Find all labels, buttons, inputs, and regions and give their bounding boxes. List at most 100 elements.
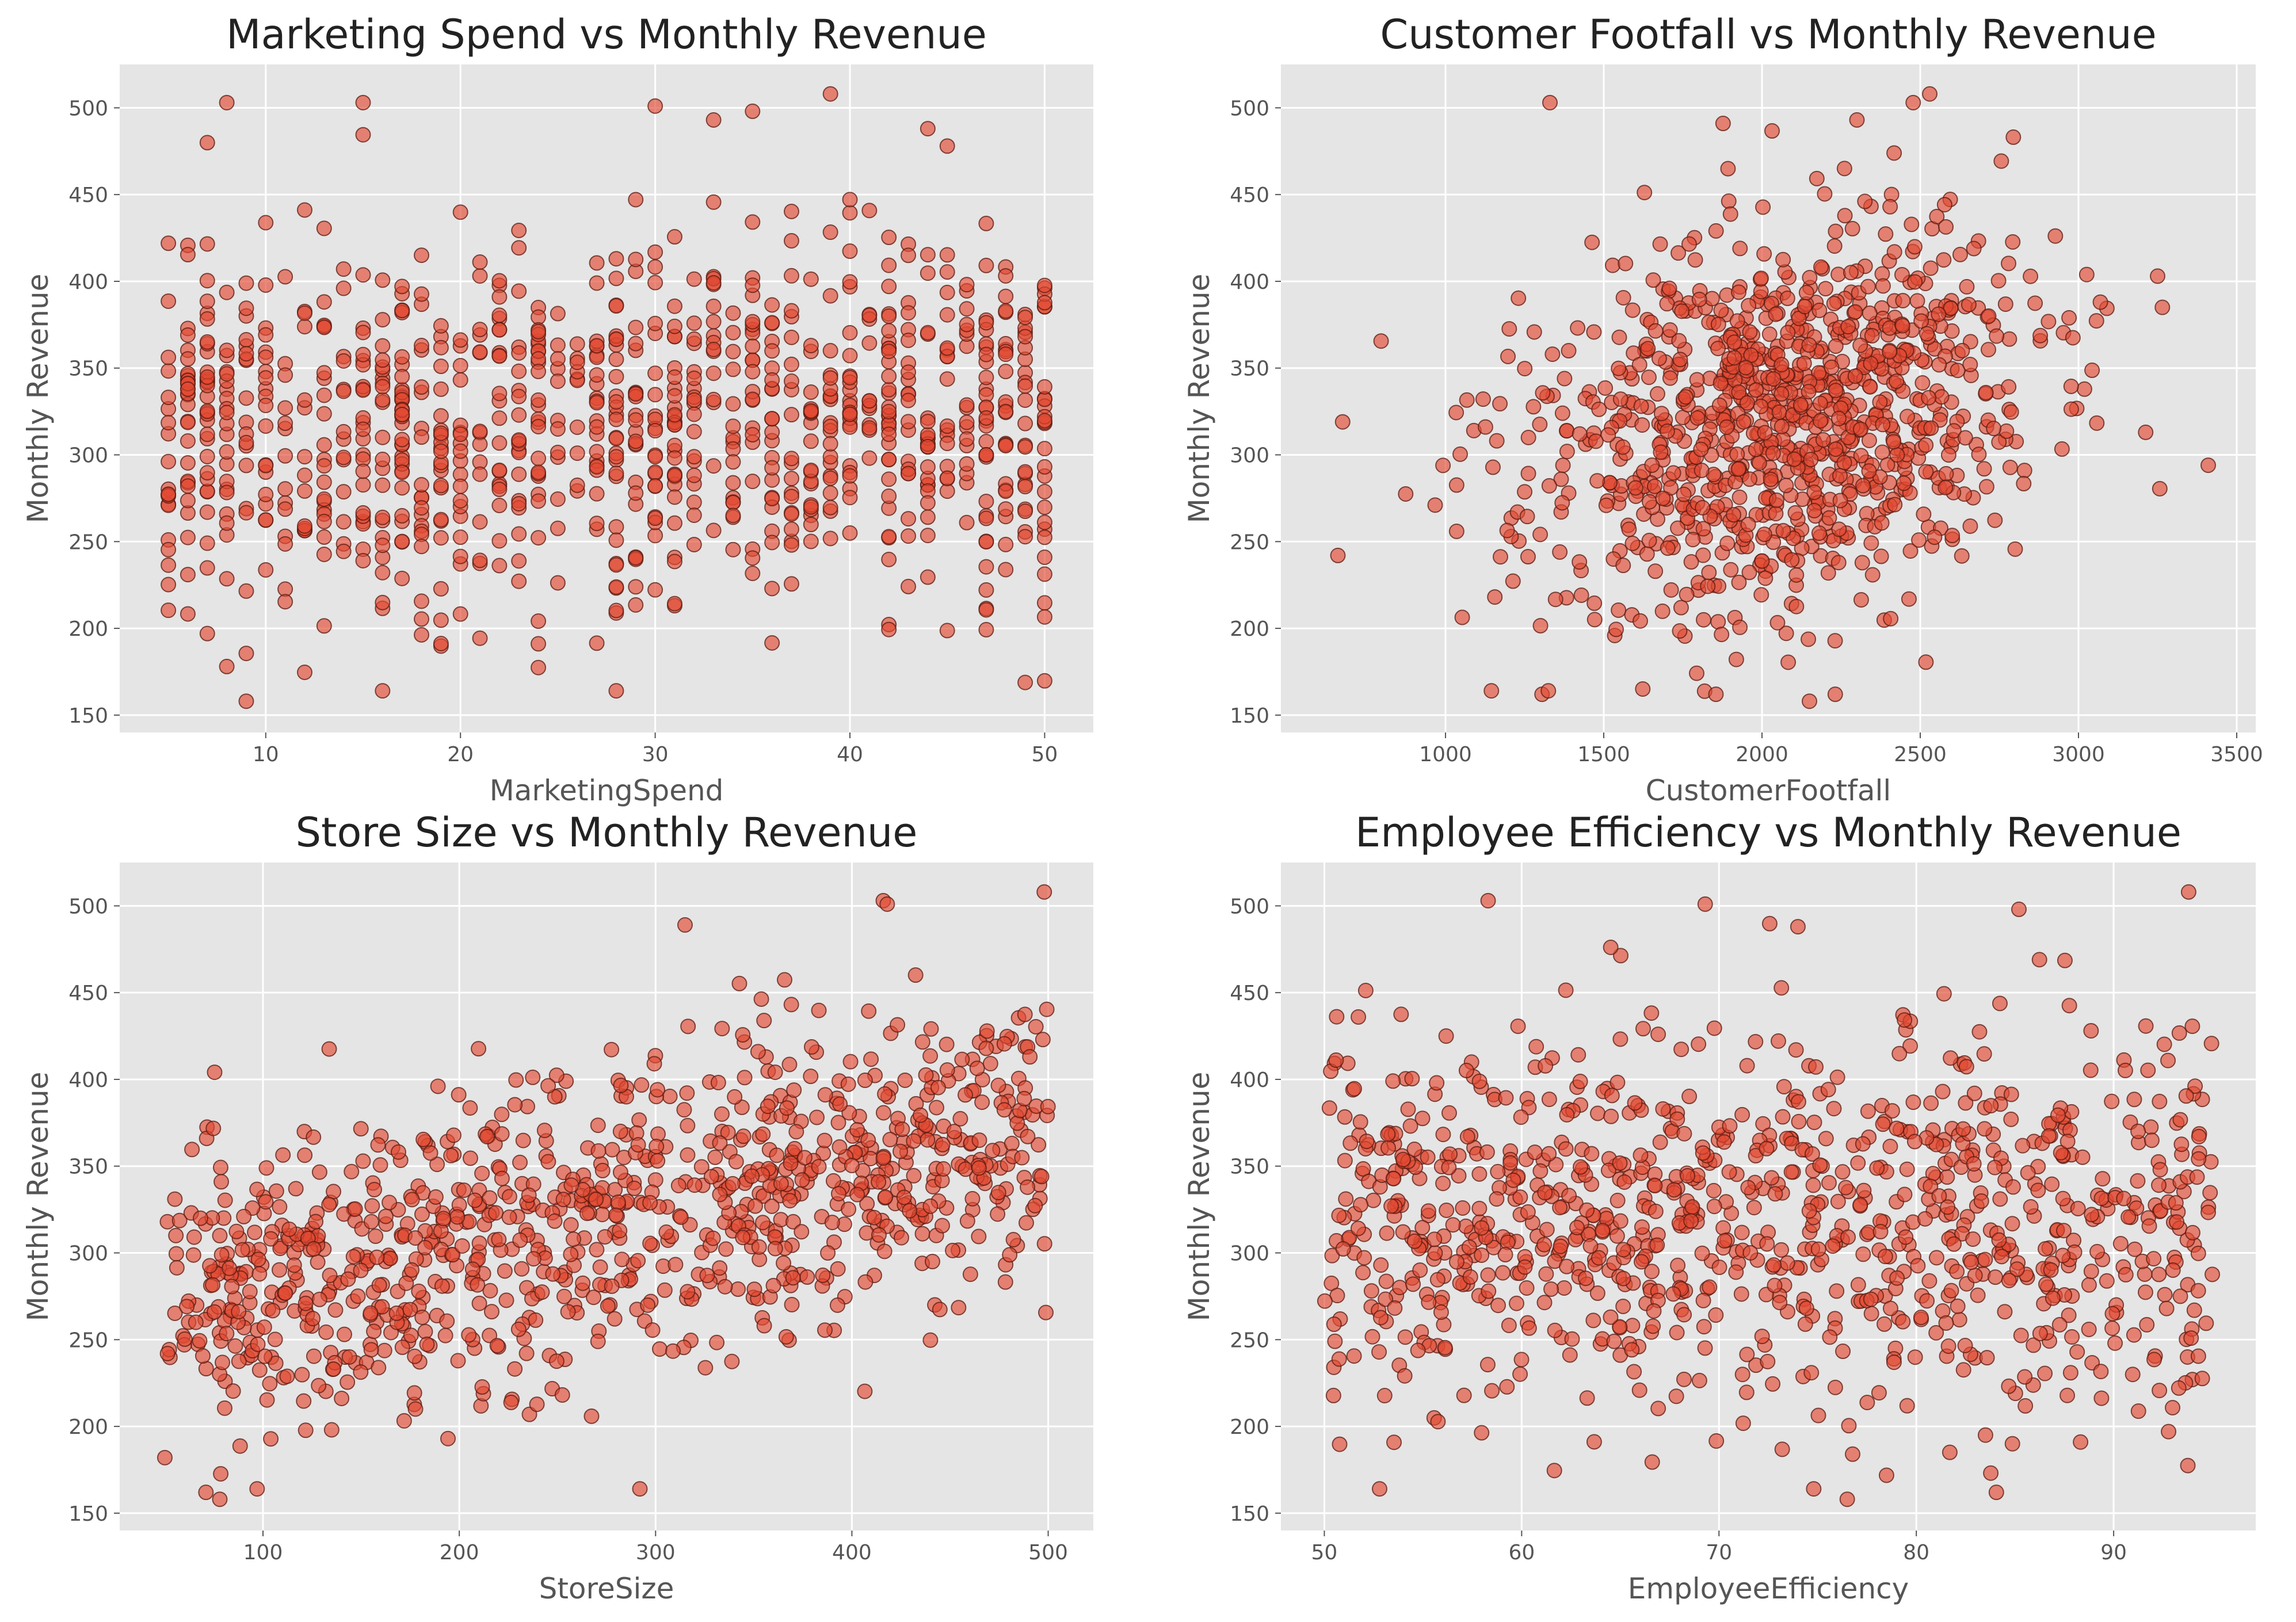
data-point [2183,1330,2199,1346]
data-point [1913,313,1929,329]
data-point [563,1217,579,1233]
data-point [608,430,624,446]
data-point [764,581,780,597]
data-point [547,1213,563,1229]
data-point [901,392,917,409]
data-point [258,512,274,528]
data-point [1980,342,1996,358]
data-point [1471,1073,1488,1089]
data-point [1955,1362,1971,1378]
data-point [2150,268,2165,284]
data-point [1869,1160,1885,1176]
data-point [753,991,769,1007]
data-point [1649,386,1665,402]
data-point [628,485,644,501]
data-point [2118,1266,2134,1283]
data-point [2083,1022,2099,1039]
data-point [2037,1365,2053,1381]
data-point [1818,1131,1834,1147]
y-tick-label: 200 [68,617,108,641]
data-point [608,449,624,465]
data-point [491,289,508,305]
data-point [647,365,663,381]
data-point [764,535,780,551]
data-point [817,1322,833,1338]
data-point [747,1198,764,1214]
data-point [1570,1047,1586,1063]
data-point [1860,1103,1876,1119]
data-point [725,441,741,457]
data-point [1801,384,1817,400]
data-point [1942,1444,1958,1460]
data-point [1673,600,1689,616]
data-point [1810,1407,1826,1423]
data-point [251,1362,268,1378]
data-point [714,1021,730,1037]
data-point [355,382,371,398]
data-point [1387,1300,1403,1316]
data-point [594,1162,611,1178]
data-point [482,1283,498,1299]
data-point [1927,529,1943,545]
data-point [258,486,274,502]
data-point [628,597,644,613]
data-point [1850,1277,1866,1293]
data-point [920,325,936,341]
data-point [1519,1280,1535,1296]
data-point [1878,1467,1894,1483]
data-point [2165,1262,2181,1278]
data-point [705,391,722,407]
data-point [1586,1434,1602,1450]
x-tick-label: 3000 [2052,743,2105,766]
data-point [920,438,936,455]
data-point [1774,418,1790,434]
data-point [511,223,527,239]
data-point [192,1333,208,1349]
data-point [964,1190,981,1207]
data-point [842,468,858,484]
data-point [1668,1388,1684,1405]
data-point [978,446,994,463]
data-point [959,277,975,293]
data-point [1786,451,1802,467]
data-point [433,612,449,628]
data-point [1400,1101,1416,1117]
data-point [2050,1107,2066,1123]
data-point [1714,627,1730,643]
data-point [1728,1264,1744,1280]
data-point [2112,1235,2129,1251]
data-point [1697,1340,1713,1356]
data-point [725,325,741,341]
data-point [472,552,488,568]
data-point [472,322,488,338]
data-point [262,1376,278,1392]
data-point [394,349,410,365]
data-point [452,493,468,509]
data-point [1742,1245,1759,1261]
data-point [511,466,527,482]
data-point [1038,1304,1054,1321]
data-point [1490,1163,1506,1180]
data-point [1962,356,1978,372]
y-tick-label: 350 [68,357,108,381]
data-point [1405,1276,1421,1292]
data-point [1435,457,1451,474]
data-point [450,1353,466,1369]
data-point [277,536,293,552]
data-point [1526,324,1542,340]
data-point [920,509,936,525]
data-point [1797,299,1813,315]
data-point [686,315,702,331]
data-point [1474,1220,1490,1236]
data-point [2143,1119,2159,1135]
data-point [1899,409,1915,425]
data-point [699,1268,715,1284]
data-point [2137,1266,2153,1283]
x-tick-label: 60 [1508,1541,1535,1564]
data-point [321,1041,337,1057]
data-point [998,364,1014,380]
data-point [881,278,897,295]
data-point [1542,94,1558,110]
data-point [494,1106,510,1123]
data-point [1958,1059,1974,1075]
